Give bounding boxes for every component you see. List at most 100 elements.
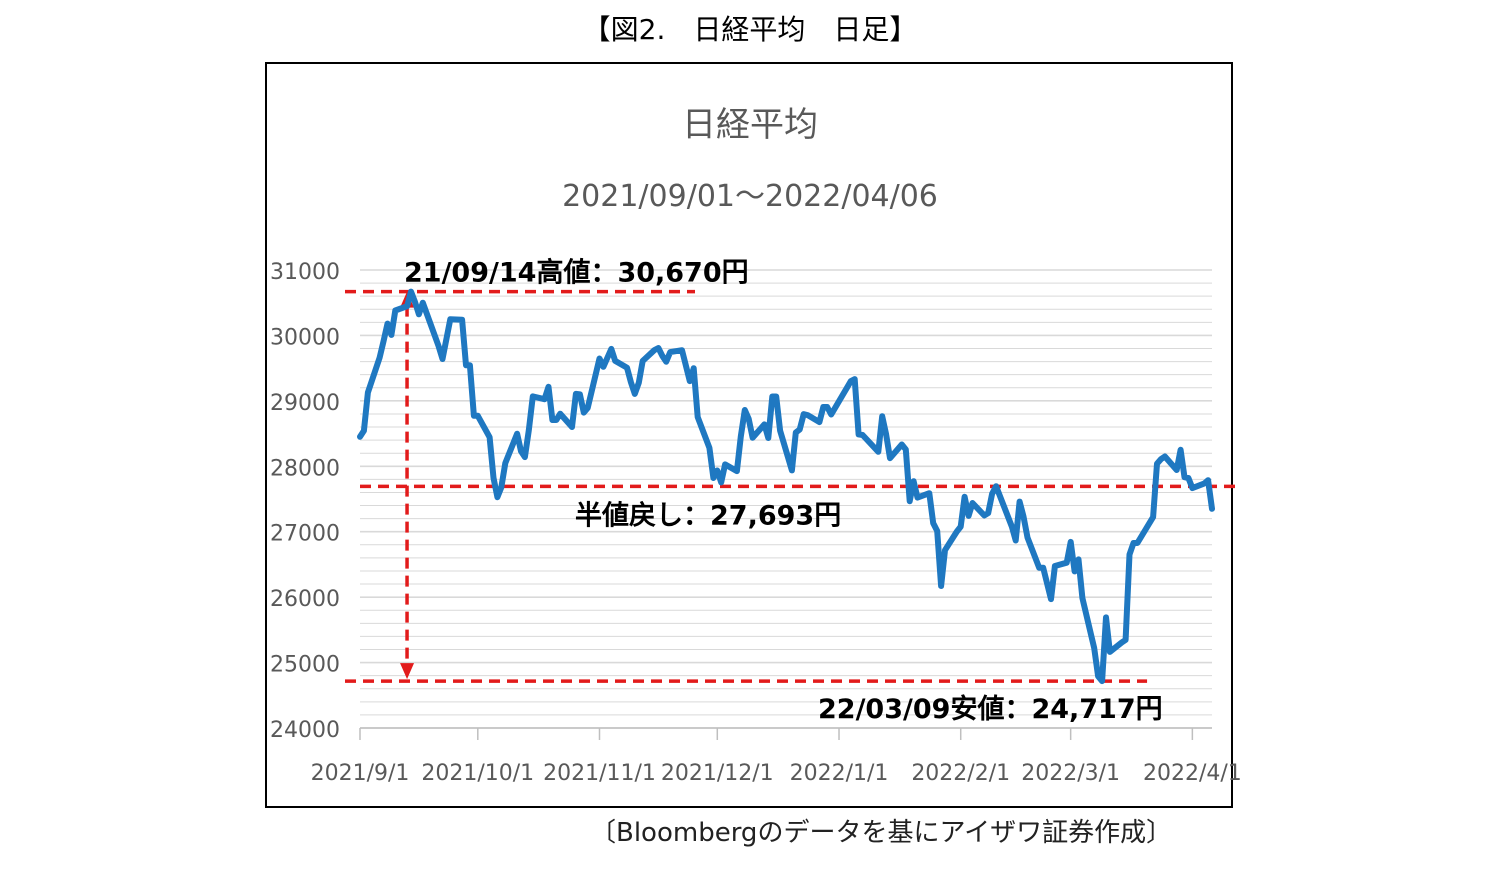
data-point <box>853 377 857 381</box>
data-point <box>994 484 998 488</box>
data-point <box>437 344 440 348</box>
data-point <box>1041 566 1045 570</box>
data-point <box>1202 482 1206 486</box>
data-point <box>601 365 605 369</box>
data-point <box>578 392 582 396</box>
data-point <box>609 347 613 351</box>
data-point <box>939 584 943 588</box>
data-point <box>806 413 810 417</box>
data-point <box>802 412 806 416</box>
data-point <box>1018 500 1022 504</box>
data-point <box>884 432 888 436</box>
data-point <box>366 391 370 394</box>
data-point <box>1069 540 1073 544</box>
data-point <box>967 514 971 518</box>
data-point <box>1077 557 1080 561</box>
data-point <box>417 312 421 316</box>
data-point <box>1108 650 1112 654</box>
data-point <box>515 432 519 436</box>
data-point <box>362 429 366 433</box>
data-point <box>743 408 747 412</box>
data-point <box>735 469 739 473</box>
data-point <box>523 455 527 459</box>
y-tick-label: 30000 <box>270 325 340 350</box>
data-point <box>468 363 472 367</box>
data-point <box>495 495 499 499</box>
data-point <box>598 357 601 360</box>
data-point <box>460 318 464 322</box>
data-point <box>990 492 994 496</box>
data-point <box>637 381 641 385</box>
data-point <box>861 433 865 437</box>
data-point <box>1159 457 1163 461</box>
x-tick-label: 2022/1/1 <box>790 761 889 786</box>
data-point <box>448 317 452 321</box>
data-point <box>849 379 853 383</box>
data-point <box>570 425 574 429</box>
data-point <box>582 411 586 415</box>
data-point <box>413 300 417 304</box>
data-point <box>790 468 794 472</box>
y-tick-label: 28000 <box>270 456 340 481</box>
data-point <box>825 405 829 409</box>
data-point <box>1014 539 1018 542</box>
data-point <box>1151 515 1155 519</box>
data-point <box>629 380 633 384</box>
data-point <box>386 322 389 326</box>
data-point <box>464 363 468 367</box>
data-point <box>817 420 821 424</box>
data-point <box>696 415 700 419</box>
y-tick-label: 27000 <box>270 522 340 547</box>
data-point <box>1190 486 1194 490</box>
data-point <box>405 304 409 308</box>
axes: 24000 25000 26000 27000 28000 29000 30000 31000… <box>270 260 1242 786</box>
data-point <box>653 348 656 352</box>
data-point <box>1179 448 1183 452</box>
data-point <box>1096 674 1100 678</box>
data-point <box>971 501 974 505</box>
data-point <box>1100 679 1104 683</box>
data-point <box>778 429 782 433</box>
data-point <box>1073 569 1077 573</box>
data-point <box>499 485 503 489</box>
y-tick-label: 24000 <box>270 718 340 743</box>
data-point <box>554 418 558 422</box>
data-point <box>955 530 959 534</box>
data-point <box>751 436 755 440</box>
y-tick-label: 31000 <box>270 260 340 285</box>
series-layer <box>357 288 1215 685</box>
data-point <box>476 414 480 418</box>
data-point <box>935 529 939 533</box>
data-point <box>888 456 892 460</box>
data-point <box>441 357 444 361</box>
data-point <box>794 431 798 434</box>
data-point <box>586 406 590 410</box>
source-note: 〔Bloombergのデータを基にアイザワ証券作成〕 <box>590 818 1173 848</box>
data-point <box>1210 507 1214 511</box>
annotation-guides <box>345 289 1235 683</box>
data-point <box>770 395 774 398</box>
data-point <box>378 356 382 360</box>
data-point <box>641 359 645 363</box>
data-point <box>1037 566 1041 570</box>
range-arrow-head-bottom <box>400 663 415 680</box>
data-point <box>382 339 386 343</box>
data-point <box>857 432 861 436</box>
data-point <box>574 392 578 396</box>
data-point <box>680 348 684 352</box>
data-point <box>1104 615 1108 619</box>
data-point <box>613 359 617 363</box>
data-point <box>943 548 947 552</box>
data-point <box>1175 468 1179 472</box>
data-point <box>747 417 751 421</box>
x-tick-label: 2022/2/1 <box>911 761 1010 786</box>
data-point <box>986 511 990 515</box>
chart-subtitle: 2021/09/01～2022/04/06 <box>562 179 938 214</box>
data-point <box>711 476 715 480</box>
data-point <box>668 350 672 354</box>
data-point <box>472 414 476 418</box>
data-point <box>488 435 492 439</box>
data-point <box>625 366 629 370</box>
data-point <box>543 397 546 401</box>
